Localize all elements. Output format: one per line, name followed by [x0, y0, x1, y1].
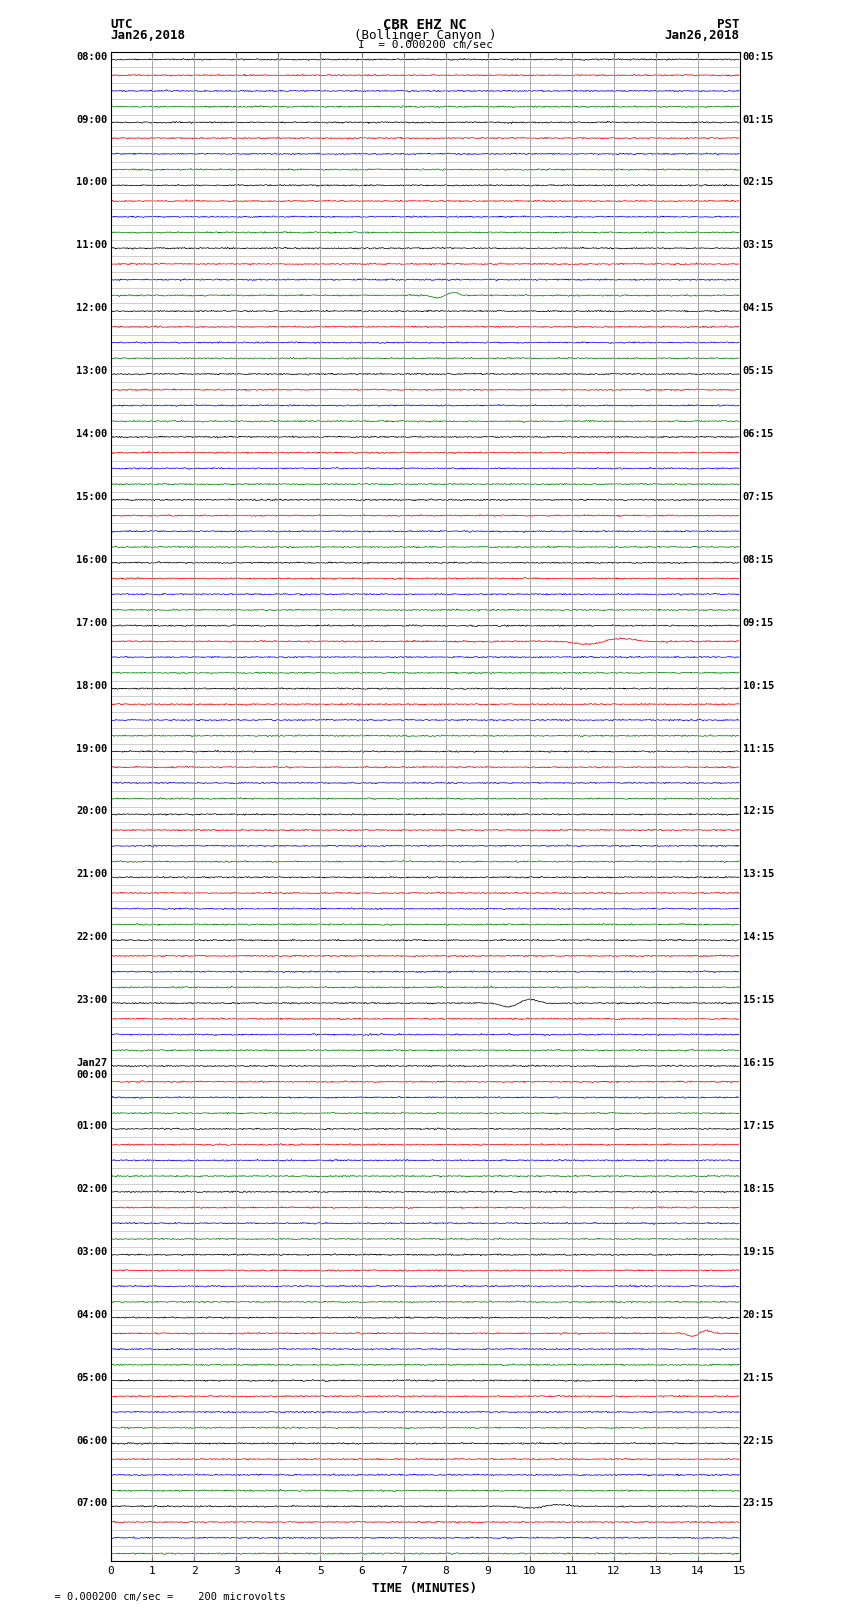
Text: 09:15: 09:15: [743, 618, 774, 627]
Text: 22:00: 22:00: [76, 932, 107, 942]
Text: Jan26,2018: Jan26,2018: [110, 29, 185, 42]
Text: 20:00: 20:00: [76, 806, 107, 816]
Text: 01:00: 01:00: [76, 1121, 107, 1131]
Text: 12:15: 12:15: [743, 806, 774, 816]
Text: = 0.000200 cm/sec =    200 microvolts: = 0.000200 cm/sec = 200 microvolts: [42, 1592, 286, 1602]
Text: 18:00: 18:00: [76, 681, 107, 690]
Text: Jan27
00:00: Jan27 00:00: [76, 1058, 107, 1079]
Text: 15:15: 15:15: [743, 995, 774, 1005]
X-axis label: TIME (MINUTES): TIME (MINUTES): [372, 1582, 478, 1595]
Text: 21:00: 21:00: [76, 869, 107, 879]
Text: 11:15: 11:15: [743, 744, 774, 753]
Text: 02:15: 02:15: [743, 177, 774, 187]
Text: 16:15: 16:15: [743, 1058, 774, 1068]
Text: 23:00: 23:00: [76, 995, 107, 1005]
Text: 09:00: 09:00: [76, 115, 107, 124]
Text: 03:00: 03:00: [76, 1247, 107, 1257]
Text: CBR EHZ NC: CBR EHZ NC: [383, 18, 467, 32]
Text: 14:15: 14:15: [743, 932, 774, 942]
Text: 15:00: 15:00: [76, 492, 107, 502]
Text: 01:15: 01:15: [743, 115, 774, 124]
Text: 23:15: 23:15: [743, 1498, 774, 1508]
Text: 16:00: 16:00: [76, 555, 107, 565]
Text: 11:00: 11:00: [76, 240, 107, 250]
Text: 08:00: 08:00: [76, 52, 107, 61]
Text: 10:00: 10:00: [76, 177, 107, 187]
Text: 19:15: 19:15: [743, 1247, 774, 1257]
Text: 22:15: 22:15: [743, 1436, 774, 1445]
Text: 02:00: 02:00: [76, 1184, 107, 1194]
Text: 06:00: 06:00: [76, 1436, 107, 1445]
Text: Jan26,2018: Jan26,2018: [665, 29, 740, 42]
Text: 19:00: 19:00: [76, 744, 107, 753]
Text: 12:00: 12:00: [76, 303, 107, 313]
Text: PST: PST: [717, 18, 740, 31]
Text: 10:15: 10:15: [743, 681, 774, 690]
Text: 04:00: 04:00: [76, 1310, 107, 1319]
Text: I  = 0.000200 cm/sec: I = 0.000200 cm/sec: [358, 40, 492, 50]
Text: 20:15: 20:15: [743, 1310, 774, 1319]
Text: 05:15: 05:15: [743, 366, 774, 376]
Text: 17:00: 17:00: [76, 618, 107, 627]
Text: 21:15: 21:15: [743, 1373, 774, 1382]
Text: 06:15: 06:15: [743, 429, 774, 439]
Text: 04:15: 04:15: [743, 303, 774, 313]
Text: 17:15: 17:15: [743, 1121, 774, 1131]
Text: UTC: UTC: [110, 18, 133, 31]
Text: 13:00: 13:00: [76, 366, 107, 376]
Text: 14:00: 14:00: [76, 429, 107, 439]
Text: 13:15: 13:15: [743, 869, 774, 879]
Text: 07:15: 07:15: [743, 492, 774, 502]
Text: 18:15: 18:15: [743, 1184, 774, 1194]
Text: 03:15: 03:15: [743, 240, 774, 250]
Text: (Bollinger Canyon ): (Bollinger Canyon ): [354, 29, 496, 42]
Text: 00:15: 00:15: [743, 52, 774, 61]
Text: 07:00: 07:00: [76, 1498, 107, 1508]
Text: 05:00: 05:00: [76, 1373, 107, 1382]
Text: 08:15: 08:15: [743, 555, 774, 565]
